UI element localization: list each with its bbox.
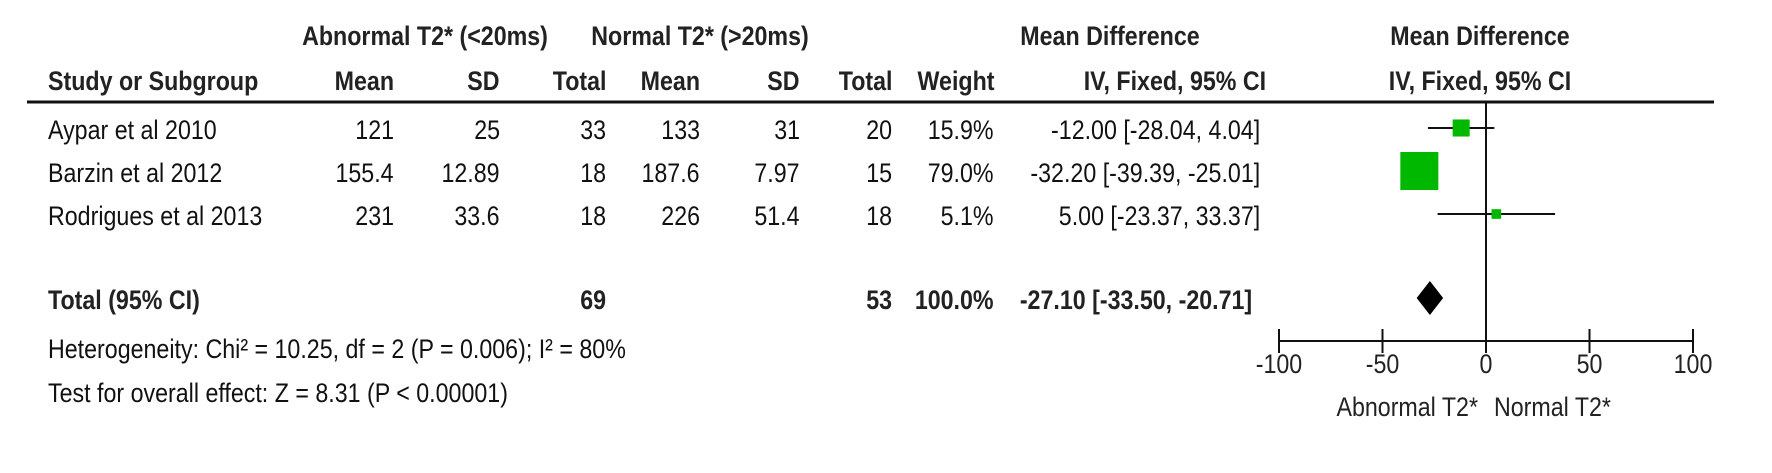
x-tick-label: 100	[1674, 349, 1713, 379]
col-header-ci: IV, Fixed, 95% CI	[1083, 66, 1266, 96]
study-markers	[1400, 119, 1556, 219]
total1-cell: 33	[580, 115, 606, 145]
mean1-cell: 231	[355, 201, 394, 231]
favours-right-label: Normal T2*	[1494, 392, 1611, 422]
sd1-cell: 12.89	[441, 158, 500, 188]
total-ci: -27.10 [-33.50, -20.71]	[1019, 285, 1252, 315]
ci-cell: -12.00 [-28.04, 4.04]	[1050, 115, 1260, 145]
col-header-plot-ci: IV, Fixed, 95% CI	[1388, 66, 1572, 96]
favours-left-label: Abnormal T2*	[1336, 392, 1478, 422]
heterogeneity-note: Heterogeneity: Chi² = 10.25, df = 2 (P =…	[48, 334, 626, 364]
weight-cell: 79.0%	[928, 158, 994, 188]
group-header-effect: Mean Difference	[1020, 21, 1200, 51]
col-header-mean2: Mean	[640, 66, 700, 96]
total2-cell: 18	[866, 201, 892, 231]
study-point-estimate	[1491, 209, 1502, 219]
mean1-cell: 121	[355, 115, 394, 145]
col-header-total1: Total	[552, 66, 606, 96]
study-name: Barzin et al 2012	[48, 158, 223, 188]
mean2-cell: 226	[661, 201, 700, 231]
mean2-cell: 133	[661, 115, 700, 145]
group-header-plot: Mean Difference	[1390, 21, 1570, 51]
group-header-abnormal: Abnormal T2* (<20ms)	[302, 21, 548, 51]
col-header-total2: Total	[838, 66, 892, 96]
x-tick-label: -100	[1256, 349, 1302, 379]
study-point-estimate	[1400, 152, 1439, 190]
x-axis-ticks: -100 -50 0 50 100	[1256, 329, 1713, 379]
x-tick-label: -50	[1366, 349, 1400, 379]
study-point-estimate	[1452, 119, 1470, 137]
col-header-sd1: SD	[467, 66, 500, 96]
total2-cell: 20	[866, 115, 892, 145]
x-tick-label: 0	[1480, 349, 1493, 379]
total1-cell: 18	[580, 158, 606, 188]
total-weight: 100.0%	[915, 285, 994, 315]
study-name: Rodrigues et al 2013	[48, 201, 263, 231]
col-header-sd2: SD	[767, 66, 800, 96]
weight-cell: 15.9%	[928, 115, 994, 145]
ci-cell: -32.20 [-39.39, -25.01]	[1030, 158, 1260, 188]
mean2-cell: 187.6	[641, 158, 700, 188]
sd1-cell: 25	[474, 115, 500, 145]
total2-cell: 15	[866, 158, 892, 188]
pooled-diamond	[1416, 281, 1444, 315]
weight-cell: 5.1%	[941, 201, 994, 231]
study-name: Aypar et al 2010	[48, 115, 217, 145]
x-tick-label: 50	[1577, 349, 1603, 379]
total2-sum: 53	[866, 285, 892, 315]
sd2-cell: 31	[774, 115, 800, 145]
mean1-cell: 155.4	[335, 158, 394, 188]
total1-cell: 18	[580, 201, 606, 231]
col-header-mean1: Mean	[334, 66, 394, 96]
ci-cell: 5.00 [-23.37, 33.37]	[1058, 201, 1260, 231]
total-label: Total (95% CI)	[48, 285, 200, 315]
total1-sum: 69	[580, 285, 606, 315]
sd2-cell: 51.4	[754, 201, 800, 231]
col-header-weight: Weight	[917, 66, 994, 96]
sd1-cell: 33.6	[454, 201, 500, 231]
sd2-cell: 7.97	[754, 158, 800, 188]
group-header-normal: Normal T2* (>20ms)	[591, 21, 809, 51]
overall-effect-note: Test for overall effect: Z = 8.31 (P < 0…	[48, 378, 508, 408]
col-header-study: Study or Subgroup	[48, 66, 259, 96]
